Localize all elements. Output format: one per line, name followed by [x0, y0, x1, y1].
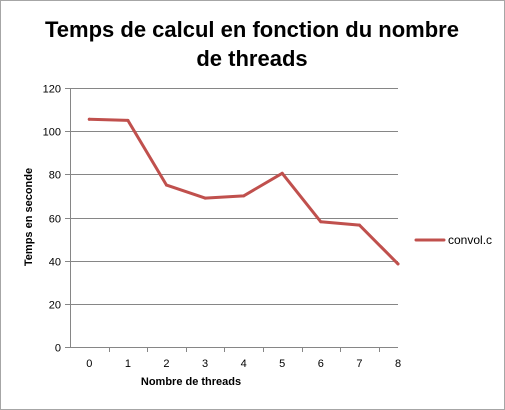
data-point	[87, 117, 91, 121]
data-point	[126, 118, 130, 122]
x-tick-label: 1	[125, 358, 131, 370]
x-tick-label: 4	[241, 358, 247, 370]
x-tick-label: 3	[202, 358, 208, 370]
legend: convol.c	[414, 233, 492, 247]
x-tick-label: 5	[279, 358, 285, 370]
data-point	[357, 223, 361, 227]
y-tick-labels: 0 20 40 60 80 100 120	[43, 84, 61, 355]
series-line-0	[87, 117, 400, 266]
x-tick-labels: 0 1 2 3 4 5 6 7 8	[86, 358, 401, 370]
x-tick-label: 0	[86, 358, 92, 370]
y-tick-label: 120	[43, 84, 61, 96]
chart-title-line-1: Temps de calcul en fonction du nombre	[45, 17, 459, 42]
data-point	[280, 171, 284, 175]
x-tick-label: 6	[318, 358, 324, 370]
legend-label: convol.c	[448, 233, 492, 247]
y-axis-title: Temps en seconde	[23, 168, 35, 266]
x-tick-label: 7	[356, 358, 362, 370]
y-tick-label: 100	[43, 127, 61, 139]
x-tick-label: 2	[163, 358, 169, 370]
axes	[70, 88, 398, 352]
y-tick-label: 80	[49, 170, 61, 182]
gridlines	[65, 88, 398, 348]
data-point	[203, 196, 207, 200]
y-tick-label: 20	[49, 300, 61, 312]
y-tick-label: 60	[49, 214, 61, 226]
series-lines	[87, 117, 400, 266]
x-axis-title: Nombre de threads	[141, 376, 241, 388]
data-point	[396, 262, 400, 266]
x-tick-label: 8	[395, 358, 401, 370]
data-point	[242, 194, 246, 198]
data-point	[165, 183, 168, 187]
data-point	[319, 220, 323, 224]
chart-title-line-2: de threads	[196, 46, 307, 71]
y-tick-label: 40	[49, 257, 61, 269]
y-tick-label: 0	[55, 343, 61, 355]
